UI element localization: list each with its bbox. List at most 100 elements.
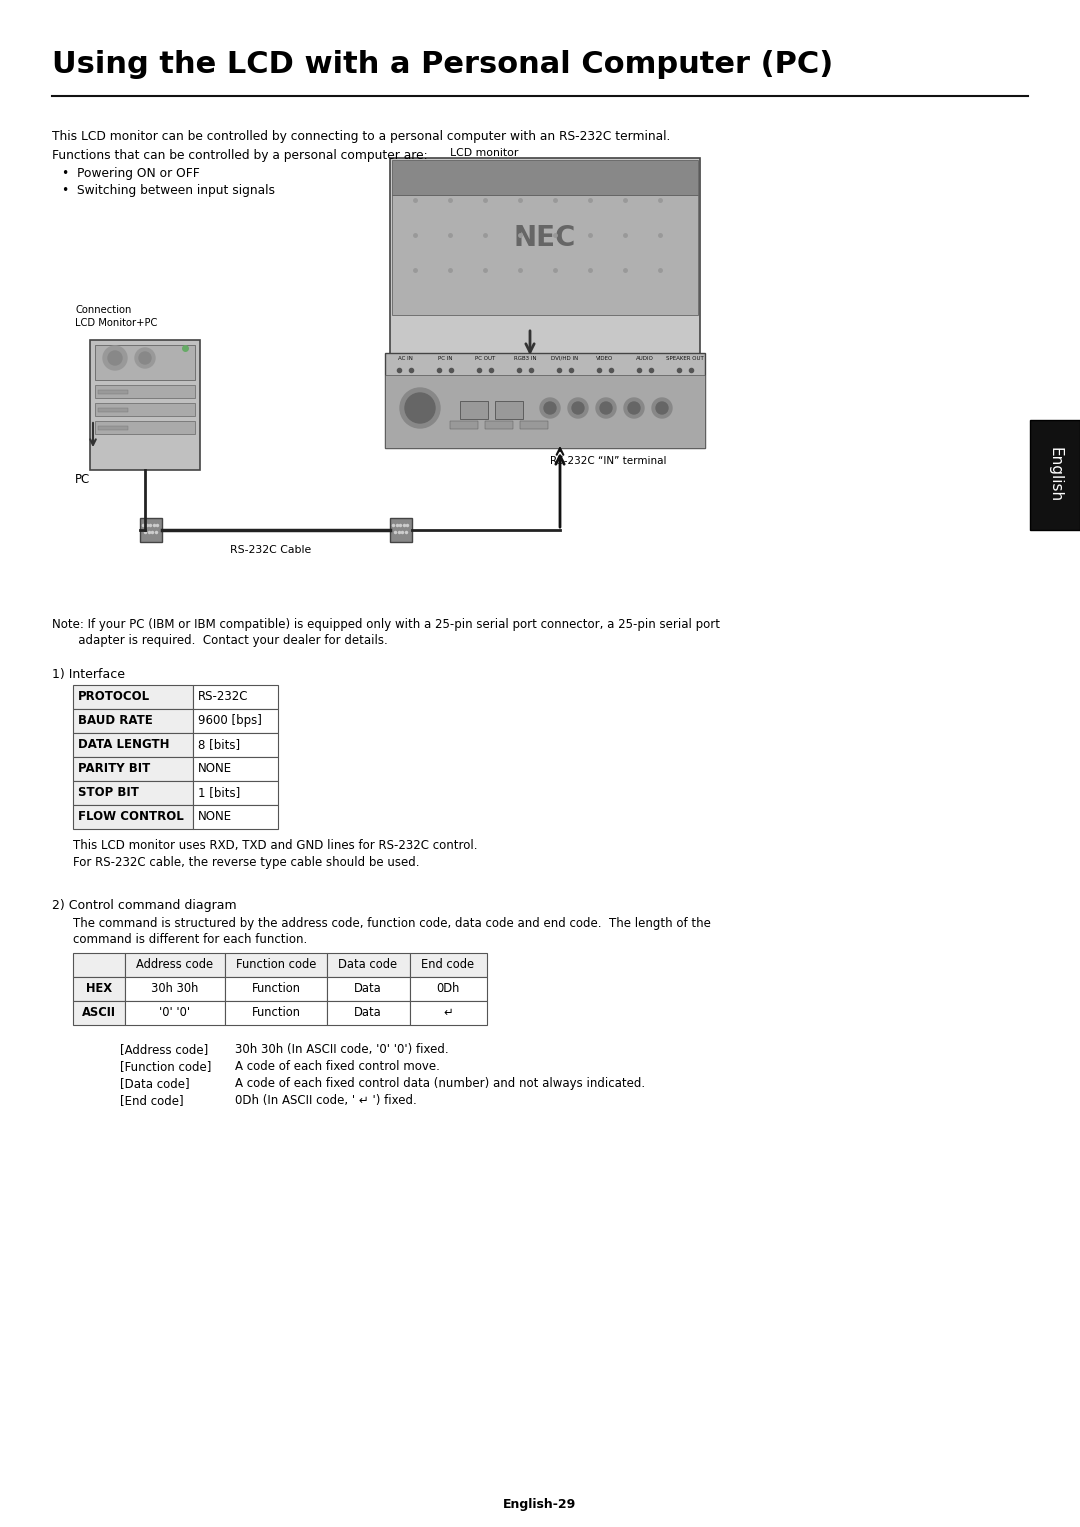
Bar xyxy=(327,953,410,977)
Text: PC OUT: PC OUT xyxy=(475,356,495,360)
Text: 0Dh (In ASCII code, ' ↵ ') fixed.: 0Dh (In ASCII code, ' ↵ ') fixed. xyxy=(235,1093,417,1107)
Text: For RS-232C cable, the reverse type cable should be used.: For RS-232C cable, the reverse type cabl… xyxy=(73,857,419,869)
Text: 1) Interface: 1) Interface xyxy=(52,667,125,681)
Bar xyxy=(193,805,278,829)
Text: LCD Monitor+PC: LCD Monitor+PC xyxy=(75,318,158,328)
Text: Connection: Connection xyxy=(75,305,132,315)
Circle shape xyxy=(540,399,561,418)
Bar xyxy=(392,195,698,315)
Text: HEX: HEX xyxy=(86,982,112,996)
Text: Using the LCD with a Personal Computer (PC): Using the LCD with a Personal Computer (… xyxy=(52,50,834,79)
Bar xyxy=(670,357,690,376)
Text: NONE: NONE xyxy=(198,809,232,823)
Circle shape xyxy=(108,351,122,365)
Bar xyxy=(410,977,487,1002)
Text: [End code]: [End code] xyxy=(120,1093,184,1107)
Text: NEC: NEC xyxy=(514,224,577,252)
Bar xyxy=(485,421,513,429)
Text: DATA LENGTH: DATA LENGTH xyxy=(78,738,170,751)
Circle shape xyxy=(572,402,584,414)
Bar xyxy=(73,977,125,1002)
Circle shape xyxy=(544,402,556,414)
Text: NONE: NONE xyxy=(198,762,232,776)
Text: Data code: Data code xyxy=(338,957,397,971)
Circle shape xyxy=(596,399,616,418)
Bar xyxy=(73,757,193,780)
Bar xyxy=(193,686,278,709)
Text: Data: Data xyxy=(354,982,382,996)
Text: A code of each fixed control data (number) and not always indicated.: A code of each fixed control data (numbe… xyxy=(235,1077,645,1090)
Bar xyxy=(327,977,410,1002)
Text: RS-232C Cable: RS-232C Cable xyxy=(230,545,311,554)
Text: End code: End code xyxy=(421,957,474,971)
Circle shape xyxy=(652,399,672,418)
Circle shape xyxy=(405,392,435,423)
Bar xyxy=(410,953,487,977)
Text: 2) Control command diagram: 2) Control command diagram xyxy=(52,899,237,912)
Text: AUDIO: AUDIO xyxy=(636,356,653,360)
Text: ASCII: ASCII xyxy=(82,1006,116,1019)
Text: English: English xyxy=(1048,447,1063,502)
Bar xyxy=(95,421,195,434)
Text: This LCD monitor can be controlled by connecting to a personal computer with an : This LCD monitor can be controlled by co… xyxy=(52,130,671,144)
Text: adapter is required.  Contact your dealer for details.: adapter is required. Contact your dealer… xyxy=(52,634,388,647)
Text: STOP BIT: STOP BIT xyxy=(78,786,139,799)
Text: command is different for each function.: command is different for each function. xyxy=(73,933,307,947)
Text: VIDEO: VIDEO xyxy=(596,356,613,360)
Bar xyxy=(125,953,225,977)
Text: AC IN: AC IN xyxy=(397,356,413,360)
Bar xyxy=(95,345,195,380)
Text: PC: PC xyxy=(75,473,91,486)
Text: 8 [bits]: 8 [bits] xyxy=(198,738,240,751)
Text: PC IN: PC IN xyxy=(437,356,453,360)
Text: [Function code]: [Function code] xyxy=(120,1060,212,1073)
Circle shape xyxy=(656,402,669,414)
Bar xyxy=(495,402,523,418)
Text: The command is structured by the address code, function code, data code and end : The command is structured by the address… xyxy=(73,918,711,930)
Text: PARITY BIT: PARITY BIT xyxy=(78,762,150,776)
Text: RS-232C: RS-232C xyxy=(198,690,248,702)
Bar xyxy=(73,780,193,805)
Circle shape xyxy=(627,402,640,414)
Bar xyxy=(225,977,327,1002)
Text: BAUD RATE: BAUD RATE xyxy=(78,715,152,727)
Bar xyxy=(450,421,478,429)
Text: [Address code]: [Address code] xyxy=(120,1043,208,1057)
Circle shape xyxy=(135,348,156,368)
Bar xyxy=(384,353,705,447)
Bar xyxy=(460,402,488,418)
Text: DVI/HD IN: DVI/HD IN xyxy=(552,356,579,360)
Bar xyxy=(392,160,698,195)
Circle shape xyxy=(400,388,440,428)
Text: 1 [bits]: 1 [bits] xyxy=(198,786,240,799)
Text: RS-232C “IN” terminal: RS-232C “IN” terminal xyxy=(550,457,666,466)
Text: Function code: Function code xyxy=(235,957,316,971)
Text: Functions that can be controlled by a personal computer are:: Functions that can be controlled by a pe… xyxy=(52,150,428,162)
Text: English-29: English-29 xyxy=(503,1498,577,1512)
Bar xyxy=(95,403,195,415)
Bar xyxy=(125,977,225,1002)
Bar xyxy=(98,408,129,412)
Circle shape xyxy=(103,347,127,370)
Bar xyxy=(73,733,193,757)
Bar xyxy=(225,953,327,977)
Text: 9600 [bps]: 9600 [bps] xyxy=(198,715,261,727)
Bar xyxy=(98,426,129,431)
Text: This LCD monitor uses RXD, TXD and GND lines for RS-232C control.: This LCD monitor uses RXD, TXD and GND l… xyxy=(73,838,477,852)
Text: Address code: Address code xyxy=(136,957,214,971)
Bar xyxy=(140,518,162,542)
Bar xyxy=(90,341,200,470)
Bar xyxy=(225,1002,327,1025)
Circle shape xyxy=(624,399,644,418)
Circle shape xyxy=(568,399,588,418)
Bar xyxy=(73,1002,125,1025)
Bar xyxy=(193,757,278,780)
Text: 0Dh: 0Dh xyxy=(436,982,460,996)
Circle shape xyxy=(139,353,151,363)
Text: FLOW CONTROL: FLOW CONTROL xyxy=(78,809,184,823)
Bar xyxy=(390,518,411,542)
Text: 30h 30h: 30h 30h xyxy=(151,982,199,996)
Bar xyxy=(73,709,193,733)
Text: Function: Function xyxy=(252,1006,300,1019)
Text: SPEAKER OUT: SPEAKER OUT xyxy=(666,356,704,360)
